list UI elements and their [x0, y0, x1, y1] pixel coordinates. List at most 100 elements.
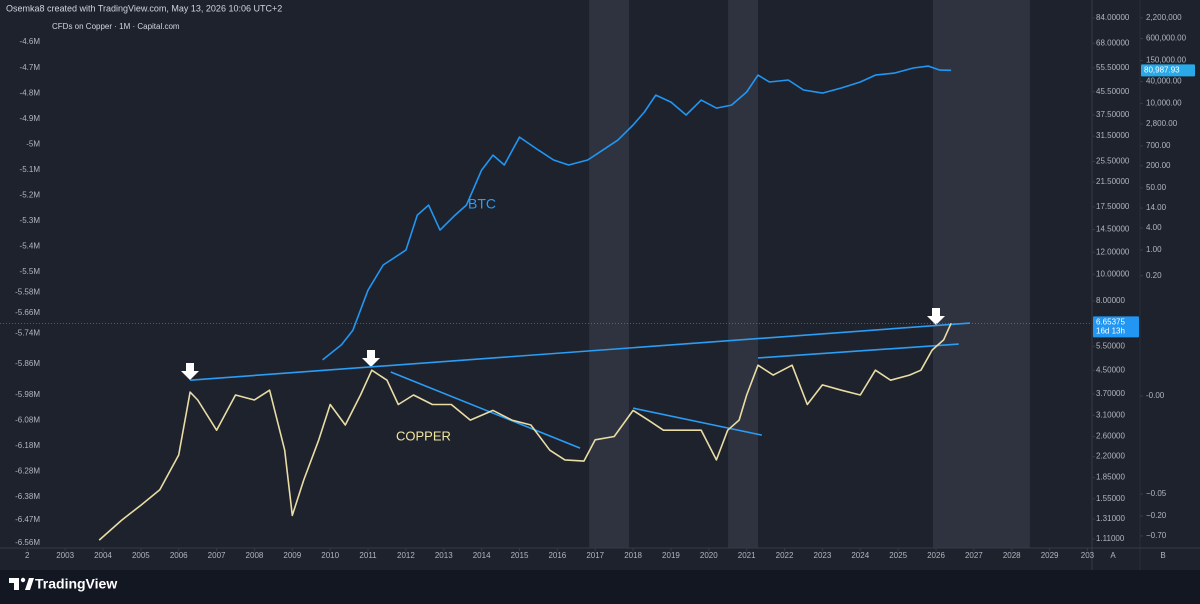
y-tick-label: 25.50000: [1096, 157, 1130, 166]
left-tick-label: -5.66M: [15, 308, 40, 317]
y2-tick-label: 2,800.00: [1146, 119, 1178, 128]
left-tick-label: -5M: [26, 139, 40, 148]
x-tick-label: 2015: [511, 551, 529, 560]
left-tick-label: -5.86M: [15, 359, 40, 368]
last-price: 6.65375: [1096, 317, 1125, 326]
x-tick-label: 2005: [132, 551, 150, 560]
y-tick-label: 31.50000: [1096, 131, 1130, 140]
x-tick-label: 2026: [927, 551, 945, 560]
attribution: Osemka8 created with TradingView.com, Ma…: [6, 3, 282, 13]
x-tick-label: 2025: [889, 551, 907, 560]
left-tick-label: -5.3M: [20, 216, 41, 225]
y-tick-label: 37.50000: [1096, 110, 1130, 119]
highlight-layer: [589, 0, 1030, 548]
y-tick-label: 1.85000: [1096, 473, 1125, 482]
left-tick-label: -5.1M: [20, 165, 41, 174]
series-label: BTC: [468, 196, 496, 212]
y2-tick-label: -0.00: [1146, 391, 1165, 400]
left-tick-label: -5.98M: [15, 390, 40, 399]
arrow: [362, 350, 380, 367]
x-tick-label: 2003: [56, 551, 74, 560]
arrow: [181, 363, 199, 380]
highlight-range: [589, 0, 629, 548]
y-tick-label: 8.00000: [1096, 296, 1125, 305]
x-tick-label: 2018: [624, 551, 642, 560]
footer-background: [0, 570, 1200, 604]
arrows: [181, 308, 945, 380]
y-tick-label: 3.70000: [1096, 389, 1125, 398]
left-tick-label: -6.38M: [15, 492, 40, 501]
y-tick-label: 4.50000: [1096, 366, 1125, 375]
y-tick-label: 1.11000: [1096, 534, 1125, 543]
y-tick-label: 84.00000: [1096, 13, 1130, 22]
x-tick-label: 2016: [548, 551, 566, 560]
x-tick-label: 2027: [965, 551, 983, 560]
x-tick-label: 2017: [586, 551, 604, 560]
series-line: [98, 322, 952, 541]
left-tick-label: -6.18M: [15, 441, 40, 450]
x-tick-label: 2008: [246, 551, 264, 560]
y-tick-label: 1.55000: [1096, 494, 1125, 503]
left-tick-label: -6.08M: [15, 415, 40, 424]
y2-tick-label: 700.00: [1146, 141, 1171, 150]
highlight-range: [728, 0, 759, 548]
brand: TradingView: [35, 576, 117, 592]
left-tick-label: -5.58M: [15, 288, 40, 297]
x-tick-label: 2021: [738, 551, 756, 560]
left-tick-label: -5.74M: [15, 328, 40, 337]
logo-mark: [9, 578, 19, 590]
trendline: [390, 371, 581, 449]
left-tick-label: -4.7M: [20, 63, 41, 72]
left-tick-label: -6.28M: [15, 466, 40, 475]
y-tick-label: 55.50000: [1096, 63, 1130, 72]
x-tick-label: 2029: [1041, 551, 1059, 560]
x-tick-label: 2007: [208, 551, 226, 560]
y-tick-label: 21.50000: [1096, 177, 1130, 186]
trendline: [190, 322, 971, 381]
left-tick-label: -5.2M: [20, 191, 41, 200]
y-tick-label: 1.31000: [1096, 514, 1125, 523]
x-tick-label: 2020: [700, 551, 718, 560]
trendline: [632, 407, 762, 436]
y-tick-label: 3.10000: [1096, 410, 1125, 419]
y-tick-label: 2.20000: [1096, 452, 1125, 461]
x-tick-label: 2006: [170, 551, 188, 560]
left-tick-label: -4.8M: [20, 88, 41, 97]
series-line: [322, 65, 952, 361]
y2-tick-label: 14.00: [1146, 203, 1167, 212]
x-tick-label: 2: [25, 551, 30, 560]
left-tick-label: -6.47M: [15, 515, 40, 524]
symbol-label: CFDs on Copper · 1M · Capital.com: [52, 22, 180, 31]
y2-tick-label: 2,200,000: [1146, 13, 1182, 22]
x-tick-label: 2022: [776, 551, 794, 560]
trendline: [757, 343, 959, 359]
x-tick-label: 2004: [94, 551, 112, 560]
y-tick-label: 45.50000: [1096, 87, 1130, 96]
y2-tick-label: 40,000.00: [1146, 77, 1182, 86]
arrow: [927, 308, 945, 325]
left-tick-label: -4.6M: [20, 37, 41, 46]
left-tick-label: -5.4M: [20, 242, 41, 251]
y-tick-label: 12.00000: [1096, 247, 1130, 256]
left-tick-label: -4.9M: [20, 114, 41, 123]
x-tick-label: 2028: [1003, 551, 1021, 560]
y2-tick-label: 200.00: [1146, 161, 1171, 170]
y2-tick-label: −0.05: [1146, 489, 1167, 498]
y2-tick-label: 1.00: [1146, 245, 1162, 254]
y-tick-label: 14.50000: [1096, 225, 1130, 234]
axis-mode: A: [1110, 551, 1116, 560]
series-label: COPPER: [396, 428, 451, 443]
x-tick-label: 203: [1081, 551, 1095, 560]
logo: [9, 577, 34, 590]
x-tick-label: 2009: [283, 551, 301, 560]
x-tick-label: 2012: [397, 551, 415, 560]
y2-tick-label: 50.00: [1146, 183, 1167, 192]
y-tick-label: 68.00000: [1096, 39, 1130, 48]
countdown: 16d 13h: [1096, 326, 1125, 335]
y-tick-label: 10.00000: [1096, 269, 1130, 278]
y2-tick-label: 600,000.00: [1146, 34, 1187, 43]
axis-mode: B: [1160, 551, 1165, 560]
x-tick-label: 2011: [359, 551, 377, 560]
price-box: [1141, 64, 1195, 77]
